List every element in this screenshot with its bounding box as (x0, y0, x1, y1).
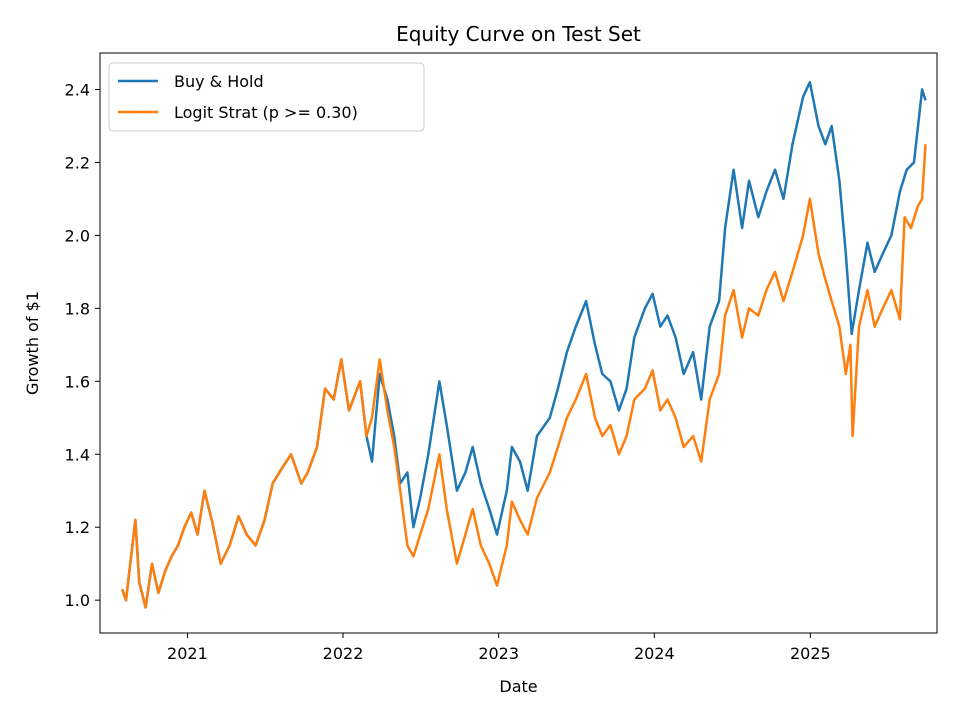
legend-box (108, 62, 425, 132)
y-tick-label: 1.8 (65, 299, 90, 318)
series-line-1 (121, 144, 927, 609)
y-axis: 1.0 1.2 1.4 1.6 1.8 2.0 2.2 2.4 (65, 80, 100, 610)
plot-frame (99, 52, 938, 634)
y-tick-label: 1.2 (65, 518, 90, 537)
y-axis-title: Growth of $1 (23, 291, 42, 395)
x-axis-title: Date (499, 677, 537, 696)
y-tick-label: 1.4 (65, 445, 90, 464)
y-tick-label: 2.0 (65, 226, 90, 245)
x-axis: 2021 2022 2023 2024 2025 (167, 633, 831, 663)
x-tick-label: 2022 (323, 644, 364, 663)
legend-label-logit-strat: Logit Strat (p >= 0.30) (174, 103, 358, 122)
y-tick-label: 2.2 (65, 153, 90, 172)
legend-label-buy-hold: Buy & Hold (174, 72, 264, 91)
x-tick-label: 2023 (478, 644, 519, 663)
x-tick-label: 2025 (790, 644, 831, 663)
y-tick-label: 2.4 (65, 80, 90, 99)
y-tick-label: 1.0 (65, 591, 90, 610)
x-tick-label: 2024 (634, 644, 675, 663)
x-tick-label: 2021 (167, 644, 208, 663)
legend: Buy & Hold Logit Strat (p >= 0.30) (108, 62, 425, 132)
chart-title: Equity Curve on Test Set (396, 22, 641, 46)
y-tick-label: 1.6 (65, 372, 90, 391)
series-layer (121, 80, 927, 609)
